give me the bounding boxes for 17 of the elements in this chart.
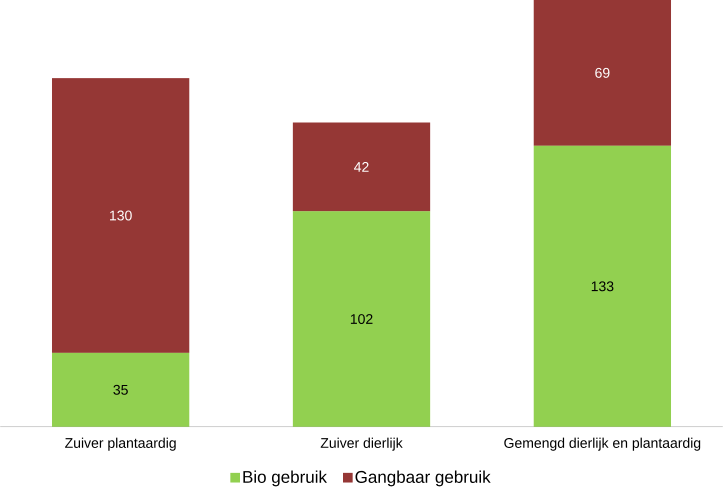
bar [534,0,672,146]
legend-label: Bio gebruik [243,470,328,486]
x-tick-label: Gemengd dierlijk en plantaardig [504,438,700,451]
data-label: 35 [113,384,128,395]
data-label: 133 [592,281,614,292]
x-tick-label: Zuiver dierlijk [320,438,403,451]
bar [52,352,190,427]
bar [292,122,430,212]
data-label: 130 [110,210,132,221]
x-tick-label: Zuiver plantaardig [65,438,176,451]
data-label: 102 [350,314,372,324]
data-label: 69 [595,68,610,78]
data-label: 42 [354,162,369,172]
legend-label: Gangbaar gebruik [356,470,491,486]
bar [292,211,430,427]
bar [534,146,672,427]
bar [52,78,190,353]
